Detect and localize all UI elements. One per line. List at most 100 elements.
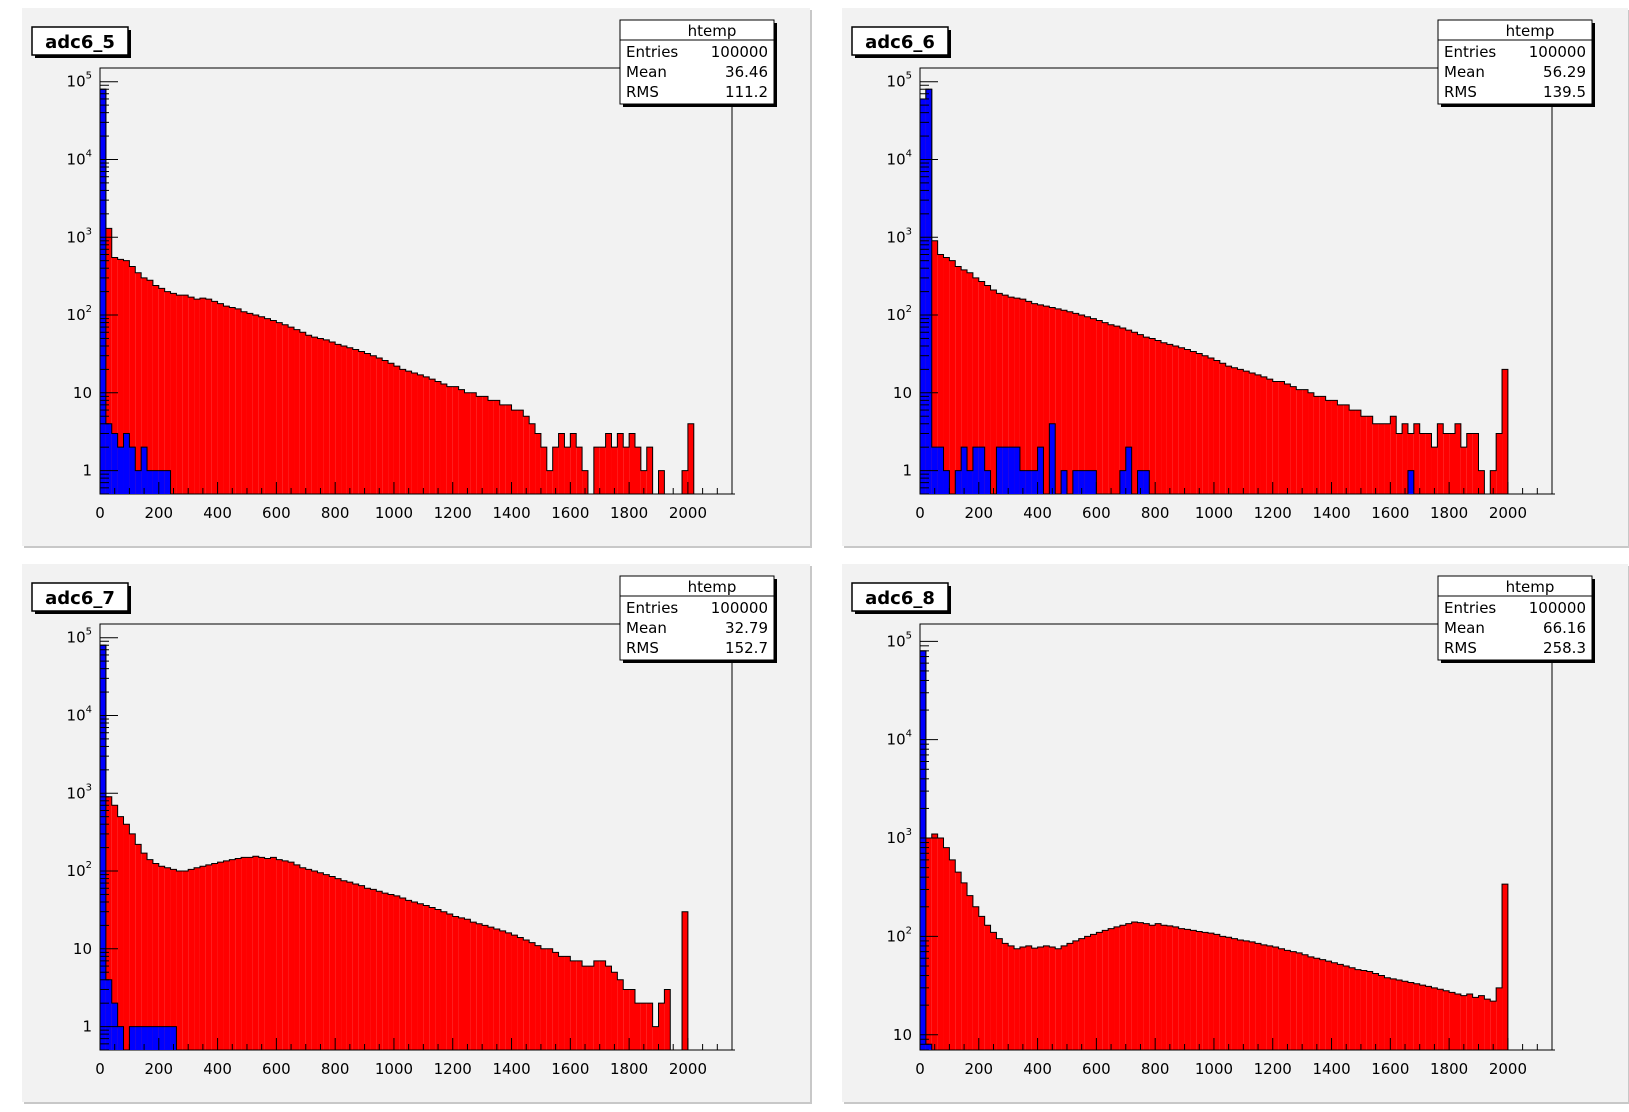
bar-adc6-6-s1-b14 bbox=[1002, 447, 1009, 494]
bar-adc6-7-s0-b55 bbox=[423, 905, 430, 1050]
bar-adc6-5-s0-b90 bbox=[629, 433, 635, 494]
bar-adc6-5-s0-b11 bbox=[164, 291, 171, 494]
bar-adc6-5-s0-b1 bbox=[105, 228, 112, 495]
bar-adc6-7-s0-b52 bbox=[405, 900, 412, 1050]
bar-adc6-5-s1-b3 bbox=[117, 447, 124, 494]
bar-adc6-7-s0-b33 bbox=[294, 864, 300, 1050]
y-tick-base: 10 bbox=[887, 927, 906, 945]
bar-adc6-8-s0-b52 bbox=[1225, 937, 1232, 1050]
y-tick-label: 10 bbox=[73, 384, 92, 402]
bar-adc6-7-s0-b96 bbox=[664, 989, 671, 1050]
y-tick-label: 104 bbox=[67, 704, 92, 724]
bar-adc6-5-s0-b44 bbox=[358, 351, 365, 494]
bar-adc6-5-s0-b18 bbox=[205, 299, 212, 494]
series-0 bbox=[920, 650, 1508, 1050]
chart-title: adc6_6 bbox=[865, 32, 935, 53]
bar-adc6-5-s0-b72 bbox=[523, 416, 530, 494]
bar-adc6-8-s0-b79 bbox=[1384, 977, 1391, 1050]
bar-adc6-7-s0-b81 bbox=[576, 960, 583, 1050]
bar-adc6-5-s0-b32 bbox=[288, 327, 295, 494]
bar-adc6-5-s0-b65 bbox=[482, 396, 489, 494]
bar-adc6-7-s0-b44 bbox=[358, 885, 365, 1050]
bar-adc6-6-s0-b13 bbox=[996, 293, 1003, 494]
bar-adc6-5-s0-b58 bbox=[440, 383, 447, 494]
bar-adc6-5-s0-b55 bbox=[423, 376, 430, 494]
bar-adc6-6-s1-b0 bbox=[920, 98, 926, 494]
bar-adc6-7-s0-b61 bbox=[458, 917, 465, 1050]
outline-adc6-8-s0 bbox=[919, 650, 1555, 1051]
bar-adc6-7-s0-b41 bbox=[341, 880, 347, 1050]
x-tick-label: 1200 bbox=[434, 1060, 472, 1078]
bar-adc6-5-s0-b47 bbox=[376, 358, 383, 494]
bar-adc6-6-s0-b11 bbox=[984, 285, 991, 494]
y-tick-exponent: 3 bbox=[906, 827, 912, 838]
y-tick-base: 10 bbox=[67, 150, 86, 168]
bar-adc6-7-s1-b10 bbox=[158, 1026, 165, 1050]
x-tick-label: 800 bbox=[1141, 1060, 1170, 1078]
bar-adc6-8-s0-b87 bbox=[1431, 987, 1438, 1050]
bar-adc6-7-s0-b24 bbox=[241, 857, 247, 1050]
bar-adc6-6-s0-b53 bbox=[1231, 367, 1238, 494]
x-tick-label: 800 bbox=[321, 1060, 350, 1078]
bar-adc6-5-s0-b54 bbox=[417, 374, 424, 494]
y-tick-base: 10 bbox=[67, 862, 86, 880]
bar-adc6-7-s0-b63 bbox=[470, 922, 477, 1050]
bar-adc6-8-s0-b54 bbox=[1237, 939, 1244, 1050]
bar-adc6-6-s0-b21 bbox=[1043, 306, 1050, 494]
bar-adc6-5-s0-b26 bbox=[252, 315, 259, 494]
bar-adc6-8-s0-b71 bbox=[1337, 964, 1344, 1050]
bar-adc6-6-s0-b55 bbox=[1243, 371, 1250, 494]
bar-adc6-7-s0-b20 bbox=[217, 862, 224, 1050]
bar-adc6-5-s0-b85 bbox=[599, 447, 606, 494]
bar-adc6-8-s0-b42 bbox=[1166, 925, 1173, 1050]
bar-adc6-5-s0-b46 bbox=[370, 355, 377, 494]
bar-adc6-5-s0-b52 bbox=[405, 371, 412, 494]
title-box-frame bbox=[851, 582, 949, 612]
bar-adc6-7-s1-b8 bbox=[147, 1026, 153, 1050]
bar-adc6-7-s0-b49 bbox=[388, 894, 394, 1050]
bar-adc6-7-s0-b83 bbox=[587, 966, 594, 1050]
stats-entries-label: Entries bbox=[626, 43, 678, 61]
bar-adc6-7-s0-b64 bbox=[476, 923, 483, 1050]
bar-adc6-7-s0-b43 bbox=[352, 884, 359, 1050]
y-tick-base: 10 bbox=[887, 731, 906, 749]
stats-entries-value: 100000 bbox=[711, 599, 768, 617]
bar-adc6-8-s0-b92 bbox=[1460, 995, 1467, 1050]
bar-adc6-8-s0-b21 bbox=[1043, 945, 1050, 1050]
bar-adc6-7-s1-b7 bbox=[141, 1026, 148, 1050]
bar-adc6-5-s0-b56 bbox=[429, 379, 436, 494]
bar-adc6-7-s0-b58 bbox=[440, 911, 447, 1050]
bar-adc6-5-s0-b24 bbox=[241, 311, 247, 494]
bar-adc6-6-s0-b40 bbox=[1155, 340, 1162, 494]
bar-adc6-7-s0-b7 bbox=[141, 853, 148, 1050]
stats-mean-value: 36.46 bbox=[725, 63, 768, 81]
stats-mean-label: Mean bbox=[626, 619, 667, 637]
y-tick-label: 103 bbox=[67, 782, 92, 802]
y-tick-exponent: 4 bbox=[86, 148, 92, 159]
bar-adc6-5-s0-b14 bbox=[182, 295, 189, 494]
y-tick-exponent: 2 bbox=[906, 925, 912, 936]
bar-adc6-6-s0-b3 bbox=[937, 254, 944, 494]
bar-adc6-8-s0-b4 bbox=[943, 847, 950, 1050]
bar-adc6-7-s0-b65 bbox=[482, 925, 489, 1050]
x-tick-label: 1400 bbox=[492, 1060, 530, 1078]
bar-adc6-5-s0-b75 bbox=[540, 447, 547, 494]
y-tick-label: 104 bbox=[887, 729, 912, 749]
bar-adc6-6-s0-b54 bbox=[1237, 369, 1244, 494]
bar-adc6-6-s1-b9 bbox=[972, 447, 979, 494]
y-tick-base: 10 bbox=[893, 384, 912, 402]
bar-adc6-6-s0-b48 bbox=[1202, 355, 1209, 494]
stats-rms-value: 111.2 bbox=[725, 83, 768, 101]
bar-adc6-7-s0-b30 bbox=[276, 859, 283, 1050]
bar-adc6-6-s0-b87 bbox=[1431, 447, 1438, 494]
bar-adc6-6-s0-b68 bbox=[1319, 396, 1326, 494]
bar-adc6-6-s0-b8 bbox=[967, 272, 973, 494]
bar-adc6-8-s0-b96 bbox=[1484, 999, 1491, 1050]
bar-adc6-6-s1-b83 bbox=[1407, 470, 1414, 494]
outline-adc6-5-s0 bbox=[99, 88, 735, 495]
bar-adc6-5-s0-b81 bbox=[576, 447, 583, 494]
series-0 bbox=[100, 645, 688, 1050]
bar-adc6-5-s0-b76 bbox=[546, 470, 553, 494]
bar-adc6-6-s1-b37 bbox=[1137, 470, 1144, 494]
bar-adc6-6-s0-b36 bbox=[1131, 332, 1138, 494]
